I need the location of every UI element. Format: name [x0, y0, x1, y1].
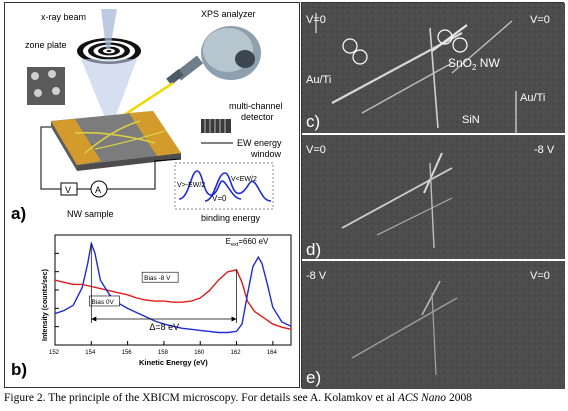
panel-c-v-right: V=0 [530, 14, 550, 26]
panel-b-label: b) [11, 360, 27, 379]
panel-c-au-right: Au/Ti [520, 92, 545, 104]
panel-c-sno2-label: SnO2 NW [448, 56, 500, 72]
detector-icon [201, 119, 231, 133]
y-axis-label: Intensity (counts/sec) [42, 269, 49, 341]
panels-a-b-svg: x-ray beam zone plate XPS analyzer [11, 9, 292, 379]
nw-marker-circle [352, 49, 368, 65]
panel-c-label: c) [306, 112, 320, 131]
series-line [54, 268, 292, 330]
x-tick-label: 160 [194, 350, 205, 356]
panel-e-v-right: V=0 [530, 270, 550, 282]
window-label: window [250, 149, 282, 159]
ammeter-label: A [95, 185, 101, 195]
xray-beam-cone [101, 9, 117, 49]
binding-energy-label: binding energy [201, 213, 261, 223]
v-minus-label: V>-EW/2 [177, 182, 205, 189]
panel-d-v-left: V=0 [306, 144, 326, 156]
panel-e-label: e) [306, 368, 321, 387]
ammeter-icon [90, 180, 108, 198]
legend-box [141, 271, 179, 283]
panel-c-image [302, 3, 565, 133]
panel-e-image [302, 261, 565, 389]
nw-marker-circle [437, 29, 453, 45]
x-tick-label: 156 [122, 350, 133, 356]
x-tick-label: 162 [231, 350, 242, 356]
panels-c-d-e-svg: V=0 V=0 Au/Ti Au/Ti SnO2 NW SiN c) V=0 -… [302, 3, 565, 389]
legend-neg-bias: Bias -8 V [144, 275, 171, 282]
v-plus-label: V<EW/2 [231, 176, 257, 183]
panel-d-v-right: -8 V [534, 144, 555, 156]
xray-beam-label: x-ray beam [41, 12, 86, 22]
right-panel-frame: V=0 V=0 Au/Ti Au/Ti SnO2 NW SiN c) V=0 -… [301, 2, 565, 389]
panel-b-chart: 152 154 156 158 160 162 164 Kinetic Energy (eV)… [42, 234, 292, 367]
nw-marker-circle [452, 37, 468, 53]
x-tick-label: 154 [85, 350, 96, 356]
ew-energy-label: EW energy [237, 138, 282, 148]
panel-d-label: d) [306, 240, 321, 259]
sem-inset-image [27, 67, 65, 105]
multichannel-label: multi-channel [229, 101, 283, 111]
detector-label: detector [241, 112, 274, 122]
panel-e-v-left: -8 V [306, 270, 327, 282]
panel-c-v-left: V=0 [306, 14, 326, 26]
zone-plate-label: zone plate [25, 40, 67, 50]
caption-year: 2008 [446, 392, 472, 404]
delta-arrowhead [231, 316, 237, 322]
voltmeter-label: V [65, 185, 71, 195]
caption-text: Figure 2. The principle of the XBICM mic… [4, 392, 398, 404]
figure-caption: Figure 2. The principle of the XBICM mic… [4, 392, 472, 404]
focused-beam-cone [81, 59, 137, 123]
bias-circuit [40, 126, 182, 190]
excitation-energy-label: Eext=660 eV [226, 237, 269, 248]
xps-analyzer-label: XPS analyzer [201, 9, 256, 19]
panel-d-image [302, 135, 565, 259]
series-line [54, 241, 292, 334]
legend-box [89, 295, 120, 307]
left-panel-frame: x-ray beam zone plate XPS analyzer [4, 2, 300, 388]
legend-zero-bias: Bias 0V [91, 299, 114, 306]
voltmeter-icon [60, 182, 78, 196]
panel-c-au-left: Au/Ti [306, 74, 331, 86]
spectra-sketch [174, 162, 274, 210]
panel-c-sin-label: SiN [462, 114, 480, 126]
x-axis-label: Kinetic Energy (eV) [139, 358, 208, 367]
nw-marker-circle [342, 38, 358, 54]
delta-label: Δ=8 eV [149, 322, 179, 332]
nw-sample-chip [51, 111, 181, 171]
xps-analyzer-icon [166, 26, 261, 86]
panel-a-label: a) [11, 204, 26, 223]
delta-arrowhead [91, 316, 97, 322]
v-zero-label: V=0 [212, 194, 227, 203]
nw-sample-label: NW sample [67, 209, 114, 219]
x-tick-label: 164 [267, 350, 278, 356]
x-tick-label: 158 [158, 350, 169, 356]
x-tick-label: 152 [49, 350, 60, 356]
caption-journal: ACS Nano [397, 392, 447, 404]
zone-plate-icon [77, 38, 141, 64]
